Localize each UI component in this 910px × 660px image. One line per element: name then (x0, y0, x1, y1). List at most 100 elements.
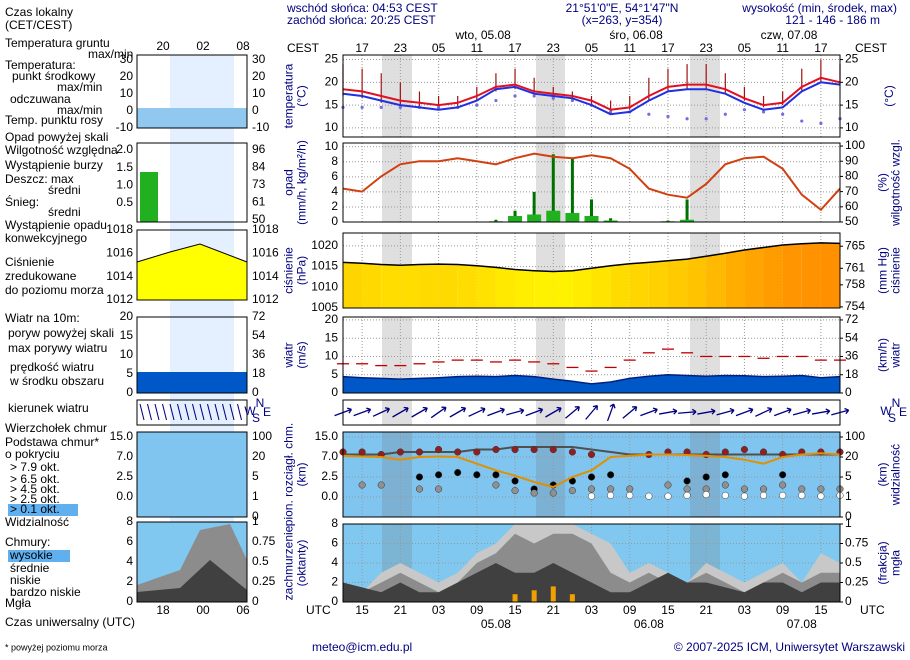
legend-text: max porywy wiatru (8, 341, 107, 355)
y-tick-label: 1015 (311, 259, 338, 273)
area-segment (381, 264, 401, 308)
wind-arrow (640, 407, 658, 417)
dot (494, 98, 498, 103)
legend-text: > 7.9 okt. (10, 460, 60, 474)
mini-tick-label: 0 (126, 385, 133, 399)
dot (666, 114, 670, 119)
y2-tick-label: 754 (845, 299, 865, 313)
series-area (343, 374, 840, 393)
compass-label: E (263, 405, 271, 419)
dot (721, 471, 729, 479)
utc-tick-label: 09 (776, 603, 790, 617)
y-tick-label: 10 (325, 139, 339, 153)
series-area (343, 563, 840, 602)
legend-text: odczuwana (10, 92, 71, 106)
mini-arrow (237, 403, 242, 421)
dot (570, 98, 574, 103)
y-axis-title: (km) (295, 463, 309, 487)
area-segment (572, 268, 592, 308)
y-tick-label: 1020 (311, 238, 338, 252)
y2-tick-label: 15 (845, 97, 859, 111)
mini-tick-label: 2.5 (116, 469, 133, 483)
cest-tick-label: 05 (585, 41, 599, 55)
dot (721, 491, 729, 499)
area-segment (706, 253, 726, 308)
bar (570, 158, 574, 222)
mini-tick-label: 1012 (106, 292, 133, 306)
wind-arrow (449, 406, 467, 418)
dot (530, 489, 538, 497)
dot (723, 112, 727, 116)
y2-axis-title: (%) (876, 173, 890, 192)
dot (435, 471, 443, 479)
footer-email: meteo@icm.edu.pl (312, 640, 412, 654)
mini-tick-label: 0 (252, 509, 259, 523)
dot (530, 445, 538, 454)
y2-tick-label: 5 (845, 469, 852, 483)
mini-arrow (222, 403, 227, 421)
legend-text: * powyżej poziomu morza (5, 642, 108, 652)
coordinates: 21°51'0"E, 54°1'47"N (566, 1, 679, 15)
mini-arrow (229, 403, 235, 421)
mini-tick-label: 15.0 (110, 429, 134, 443)
dot (607, 485, 615, 493)
legend-text: o pokryciu (5, 447, 60, 461)
area-segment (419, 264, 439, 308)
panel-border (342, 523, 841, 603)
legend-text: Temperatura gruntu (5, 36, 110, 50)
wind-arrow (697, 408, 716, 415)
legend-text: zredukowane (5, 269, 77, 283)
dot (798, 485, 806, 493)
dot (513, 94, 517, 98)
mini-arrow (214, 403, 220, 421)
y2-tick-label: 50 (845, 214, 859, 228)
legend-text: kierunek wiatru (8, 401, 89, 415)
cest-tick-label: 23 (547, 41, 561, 55)
area-segment (801, 242, 821, 308)
mini-time-label: 06 (236, 603, 250, 617)
mini-tick-label: 96 (252, 142, 266, 156)
mini-tick-label: 84 (252, 160, 266, 174)
legend-text: Ciśnienie (5, 255, 55, 269)
mini-tick-label: 100 (252, 429, 272, 443)
night-band (690, 143, 720, 222)
y-tick-label: 1005 (311, 300, 338, 314)
compass-label: E (899, 405, 907, 419)
legend-text: > 0.1 okt. (10, 502, 60, 516)
dot (819, 121, 823, 125)
dot (800, 119, 804, 123)
bar (512, 594, 518, 602)
bar (603, 220, 618, 222)
cest-tick-label: 11 (623, 41, 636, 55)
y2-axis-title: mgła (889, 550, 903, 576)
dot (626, 491, 634, 499)
area-segment (648, 260, 668, 308)
height: 121 - 146 - 186 m (785, 13, 880, 27)
y2-tick-label: 1 (845, 489, 852, 503)
compass-label: N (256, 396, 265, 410)
mini-tick-label: 0.5 (116, 195, 133, 209)
wind-arrow (545, 406, 562, 418)
night-band (382, 432, 412, 517)
dot (607, 491, 615, 499)
mini-panel (136, 316, 248, 394)
mini-tick-label: 15 (120, 328, 134, 342)
dot (759, 485, 768, 493)
dot (473, 471, 481, 479)
legend-text: Widzialność (5, 515, 69, 529)
compass-label: N (892, 396, 901, 410)
legend-text: Opad powyżej skali (5, 130, 108, 144)
mini-tick-label: 20 (120, 309, 134, 323)
utc-tick-label: 03 (432, 603, 446, 617)
area-segment (534, 270, 554, 308)
cest-tick-label: 17 (355, 41, 369, 55)
legend-text: max/min (88, 47, 133, 61)
area-segment (820, 242, 840, 308)
area-segment (687, 256, 707, 308)
legend-text: > 4.5 okt. (10, 482, 60, 496)
mini-tick-label: 0.25 (252, 574, 276, 588)
y-tick-label: 0 (331, 594, 338, 608)
mini-tick-label: 0.5 (252, 554, 269, 568)
dot (454, 469, 462, 477)
y-tick-label: 2 (331, 575, 338, 589)
